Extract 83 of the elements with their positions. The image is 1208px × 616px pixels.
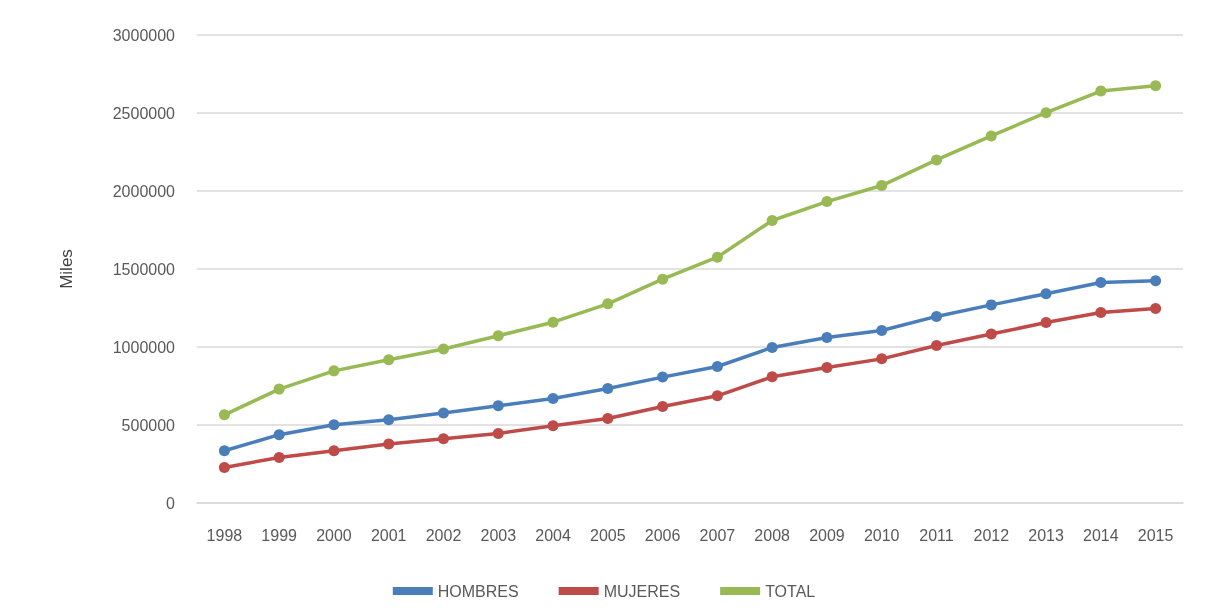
point [931,339,942,351]
legend-label: TOTAL [765,582,816,600]
legend-label: MUJERES [603,582,681,600]
point [273,451,285,463]
point [1150,80,1162,92]
x-tick-label: 2009 [809,526,845,544]
x-tick-label: 2015 [1137,526,1174,544]
point [547,392,559,404]
point [328,419,340,431]
y-axis-title: Miles [57,249,76,289]
point [218,409,230,421]
point [876,324,888,336]
point [438,433,449,445]
point [602,298,614,310]
point [1150,275,1162,287]
x-tick-label: 2006 [644,526,681,544]
point [273,429,285,441]
point [492,427,504,439]
point [1095,307,1107,319]
point [602,412,614,424]
point [985,130,997,142]
point [273,383,285,395]
point [492,330,504,342]
y-tick-label: 3000000 [112,26,176,44]
point [1040,107,1052,119]
point [218,445,230,457]
x-tick-label: 2000 [316,526,352,544]
point [328,445,340,457]
point [383,438,395,450]
point [821,196,833,208]
x-tick-label: 2007 [699,526,736,544]
point [711,251,723,263]
x-tick-label: 1999 [261,526,298,544]
y-tick-label: 0 [166,494,176,512]
x-tick-label: 2014 [1083,526,1119,544]
point [1095,85,1107,97]
point [711,361,723,372]
legend-label: HOMBRES [437,582,519,600]
y-tick-label: 500000 [121,416,176,434]
point [931,310,942,322]
point [821,331,833,343]
point [657,400,669,412]
point [985,328,997,340]
point [711,390,723,402]
y-tick-label: 2500000 [112,104,176,122]
point [438,407,449,419]
point [1095,277,1107,289]
point [657,371,669,383]
x-tick-label: 2005 [590,526,626,544]
x-tick-label: 2001 [370,526,407,544]
x-tick-label: 2010 [863,526,900,544]
point [218,461,230,473]
x-tick-label: 2003 [480,526,517,544]
point [492,400,504,412]
point [438,343,449,355]
x-tick-label: 2012 [973,526,1010,544]
point [821,361,833,373]
x-tick-label: 2008 [754,526,791,544]
x-tick-label: 1998 [206,526,243,544]
point [547,420,559,432]
point [1150,302,1162,314]
y-tick-label: 1000000 [112,338,176,356]
point [383,354,395,366]
y-tick-label: 1500000 [112,260,176,278]
x-tick-label: 2011 [919,526,954,544]
point [1040,288,1052,300]
x-tick-label: 2004 [535,526,571,544]
point [328,365,340,377]
y-tick-label: 2000000 [112,182,176,200]
point [876,353,888,365]
point [383,414,395,426]
x-tick-label: 2002 [425,526,462,544]
point [766,341,778,353]
point [547,316,559,328]
point [766,214,778,226]
point [985,299,997,311]
x-tick-label: 2013 [1028,526,1064,544]
point [602,383,614,394]
point [931,154,942,166]
point [1040,317,1052,328]
point [766,371,778,383]
point [876,180,888,192]
point [657,273,669,285]
